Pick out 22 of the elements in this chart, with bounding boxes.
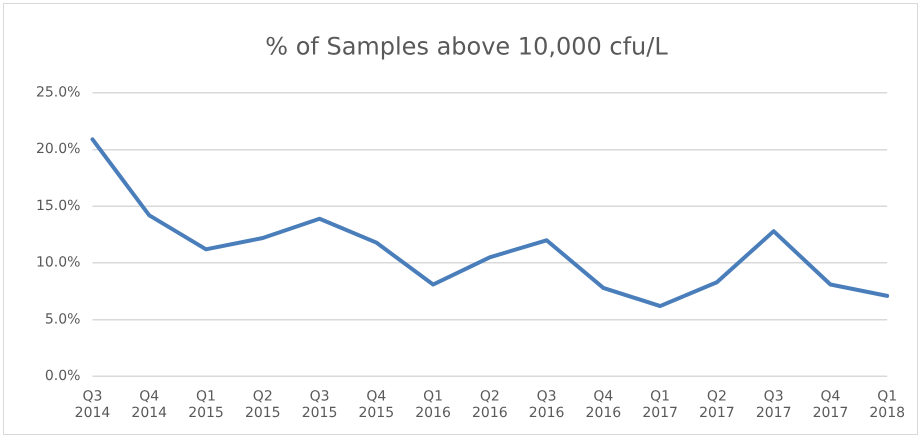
- x-tick-label: Q4 2014: [131, 388, 168, 422]
- x-tick-label: Q3 2015: [302, 388, 338, 422]
- y-tick-label: 20.0%: [36, 141, 80, 158]
- x-tick-label: Q4 2016: [586, 388, 622, 422]
- y-tick-label: 0.0%: [44, 368, 80, 384]
- chart-title: % of Samples above 10,000 cfu/L: [265, 32, 668, 61]
- x-tick-label: Q3 2017: [756, 388, 792, 422]
- x-tick-label: Q2 2017: [699, 388, 735, 422]
- y-tick-label: 5.0%: [44, 311, 80, 328]
- x-tick-label: Q4 2015: [358, 388, 394, 422]
- y-tick-label: 15.0%: [36, 198, 80, 214]
- y-tick-label: 25.0%: [36, 84, 80, 100]
- x-tick-label: Q2 2016: [472, 388, 508, 422]
- x-tick-label: Q1 2016: [415, 388, 451, 422]
- x-tick-label: Q4 2017: [812, 388, 848, 422]
- x-tick-label: Q1 2015: [188, 388, 224, 422]
- x-tick-label: Q1 2018: [869, 388, 906, 422]
- y-tick-label: 10.0%: [36, 254, 80, 271]
- x-tick-label: Q3 2016: [528, 388, 564, 422]
- x-tick-label: Q1 2017: [642, 388, 678, 422]
- x-tick-label: Q3 2014: [74, 388, 110, 422]
- x-tick-label: Q2 2015: [244, 388, 281, 422]
